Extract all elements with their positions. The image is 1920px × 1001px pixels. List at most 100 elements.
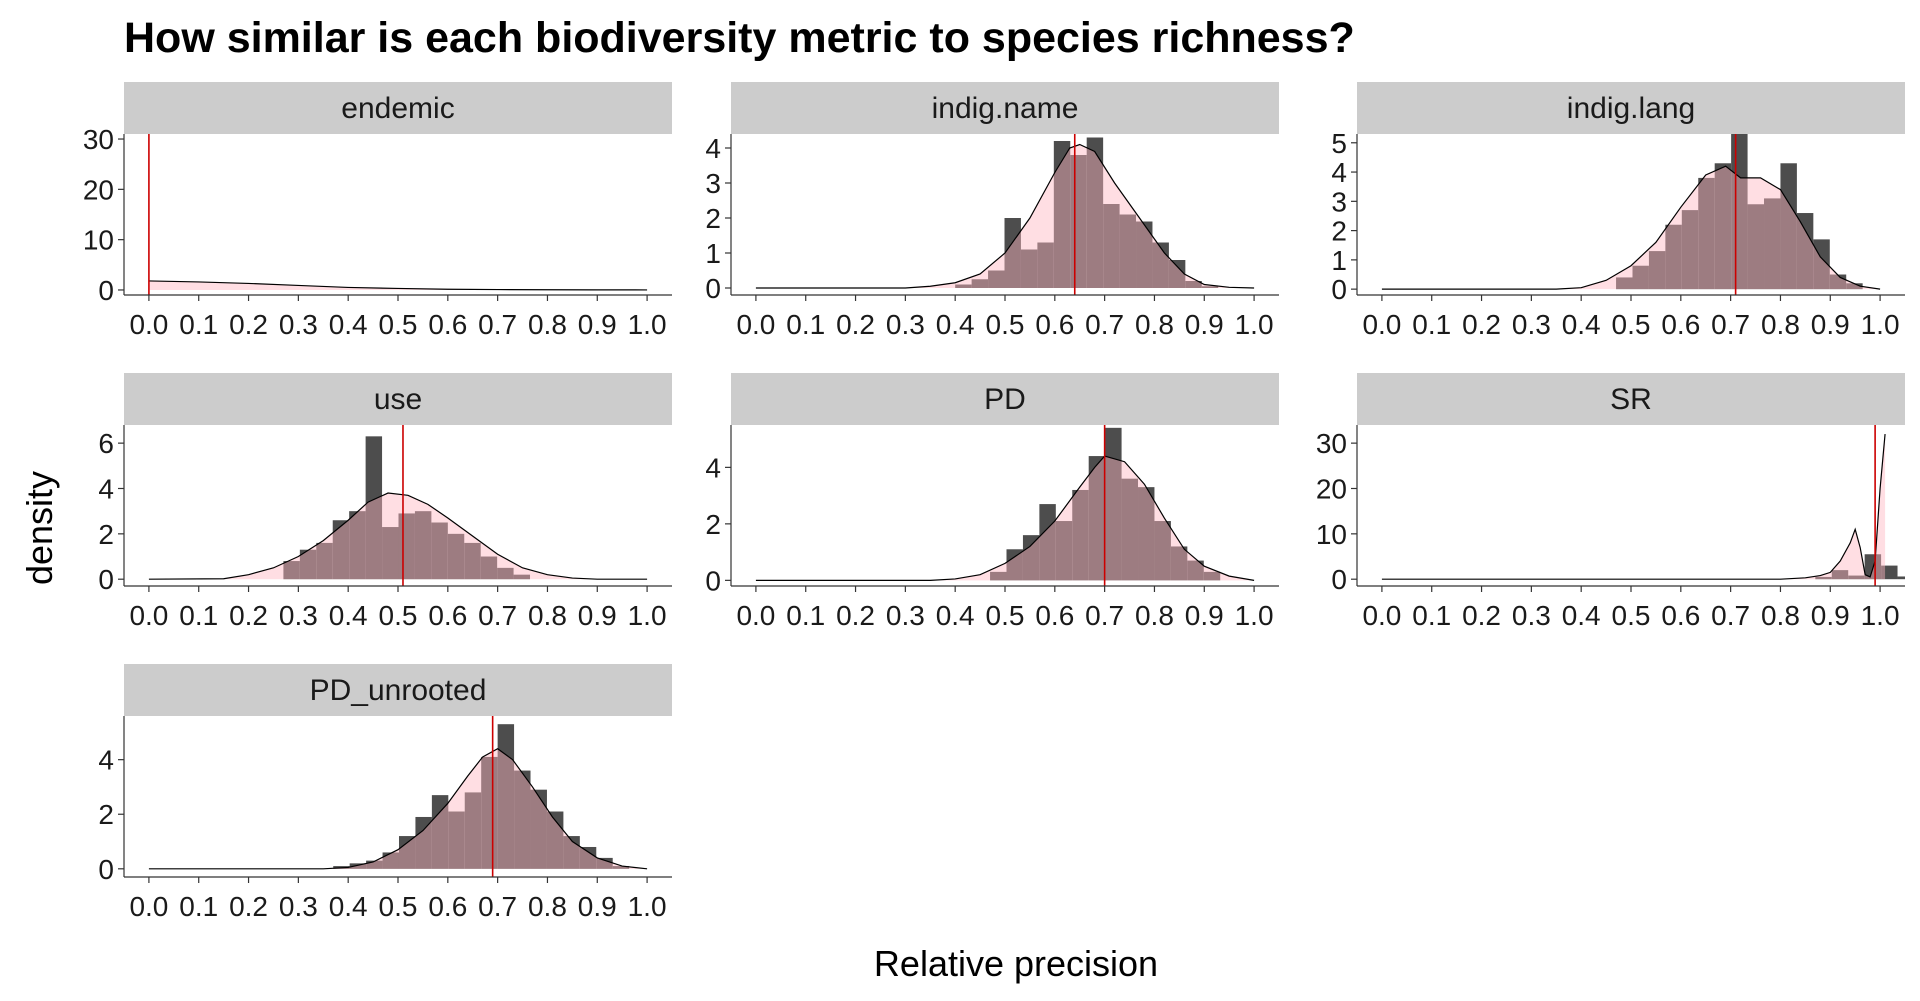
- x-tick-label: 0.4: [1562, 309, 1601, 340]
- facet-panel-PD: PD 0 2 4 0.0 0.1 0.2 0.3 0.4 0.5 0.6 0.7 0.8 0.9 1.0: [705, 373, 1279, 631]
- density-area: [148, 748, 648, 869]
- facet-label-endemic: endemic: [341, 92, 454, 125]
- histogram-bar: [514, 770, 531, 869]
- x-tick-label: 0.7: [1085, 600, 1124, 631]
- facet-panel-SR: SR 0 10 20 30 0.0 0.1 0.2 0.3 0.4 0.5 0.6 0.7 0.8 0.9 1…: [1316, 373, 1905, 631]
- histogram-bar: [530, 789, 547, 869]
- x-tick-label: 0.9: [578, 309, 617, 340]
- y-tick-label: 0: [705, 273, 721, 304]
- x-tick-label: 0.8: [1761, 600, 1800, 631]
- x-tick-label: 0.1: [1412, 309, 1451, 340]
- histogram-bar: [1796, 213, 1814, 290]
- x-tick-label: 1.0: [628, 600, 667, 631]
- x-tick-label: 1.0: [1235, 600, 1274, 631]
- x-tick-label: 0.6: [428, 309, 467, 340]
- x-tick-label: 0.8: [1135, 600, 1174, 631]
- x-tick-label: 0.5: [379, 891, 418, 922]
- y-tick-label: 0: [705, 565, 721, 596]
- y-tick-label: 3: [705, 168, 721, 199]
- x-tick-label: 0.3: [886, 309, 925, 340]
- x-tick-label: 0.8: [528, 600, 567, 631]
- histogram-bar: [1665, 224, 1682, 290]
- x-tick-label: 0.3: [279, 309, 318, 340]
- x-tick-label: 0.6: [428, 891, 467, 922]
- histogram-bar: [971, 279, 989, 288]
- density-area: [148, 493, 648, 580]
- plot-area-indig.name: [755, 134, 1255, 295]
- plot-area-use: [148, 425, 648, 586]
- x-tick-label: 0.3: [1512, 309, 1551, 340]
- histogram-bar: [382, 852, 399, 869]
- x-tick-label: 0.3: [279, 600, 318, 631]
- facet-strip-indig.lang: [1357, 82, 1905, 134]
- facet-label-PD: PD: [984, 383, 1026, 416]
- y-tick-label: 4: [98, 473, 114, 504]
- x-tick-label: 0.9: [1185, 309, 1224, 340]
- histogram-bar: [1119, 214, 1137, 288]
- x-tick-label: 0.0: [129, 309, 168, 340]
- density-line: [148, 748, 648, 870]
- histogram-bar: [431, 795, 449, 869]
- x-tick-label: 0.0: [736, 309, 775, 340]
- density-line: [148, 492, 648, 580]
- y-tick-label: 2: [98, 519, 114, 550]
- plot-area-SR: [1381, 425, 1905, 586]
- y-tick-label: 4: [705, 452, 721, 483]
- histogram-bar: [283, 561, 300, 580]
- facet-strip-PD_unrooted: [124, 664, 672, 716]
- facet-strip-PD: [731, 373, 1279, 425]
- x-tick-label: 0.7: [478, 600, 517, 631]
- histogram-bar: [366, 860, 383, 869]
- histogram-bar: [1168, 260, 1186, 288]
- x-tick-label: 1.0: [1861, 309, 1900, 340]
- x-tick-label: 0.0: [736, 600, 775, 631]
- x-tick-label: 0.6: [428, 600, 467, 631]
- facet-label-indig.name: indig.name: [932, 92, 1079, 125]
- density-line: [755, 455, 1255, 581]
- histogram-bar: [1846, 283, 1863, 290]
- histogram-bar: [1203, 571, 1221, 581]
- x-tick-label: 0.1: [786, 309, 825, 340]
- histogram-bar: [988, 270, 1005, 288]
- histogram-bar: [513, 574, 531, 580]
- histogram-bar: [464, 542, 481, 580]
- histogram-bar: [1053, 141, 1071, 288]
- facet-panel-PD_unrooted: PD_unrooted 0 2 4 0.0 0.1 0.2 0.3 0.4 0.5 0.6 0.7 0.…: [98, 664, 672, 922]
- y-tick-label: 4: [98, 745, 114, 776]
- x-tick-label: 0.2: [1462, 309, 1501, 340]
- histogram-bar: [1848, 575, 1865, 580]
- x-tick-label: 0.1: [179, 309, 218, 340]
- histogram-bar: [398, 836, 416, 869]
- y-tick-label: 30: [1316, 428, 1347, 459]
- x-tick-label: 0.7: [1711, 600, 1750, 631]
- histogram-bar: [316, 542, 333, 580]
- x-tick-label: 0.8: [528, 891, 567, 922]
- histogram-bar: [1831, 570, 1849, 580]
- histogram-bar: [447, 533, 465, 580]
- y-tick-label: 2: [705, 203, 721, 234]
- density-area: [148, 280, 648, 290]
- x-tick-label: 0.6: [1035, 600, 1074, 631]
- histogram-bar: [1121, 478, 1139, 581]
- x-tick-label: 0.1: [786, 600, 825, 631]
- plot-area-endemic: [148, 134, 648, 295]
- histogram-bar: [1780, 163, 1797, 290]
- histogram-bar: [1039, 504, 1056, 581]
- y-axis-title: density: [19, 471, 60, 585]
- x-tick-label: 0.2: [836, 600, 875, 631]
- y-tick-label: 0: [98, 275, 114, 306]
- histogram-bar: [332, 520, 350, 580]
- histogram-bar: [1187, 560, 1204, 581]
- x-tick-label: 0.0: [1362, 309, 1401, 340]
- histogram-bar: [1055, 521, 1073, 581]
- density-line: [1381, 165, 1881, 290]
- y-tick-label: 1: [1331, 245, 1347, 276]
- x-tick-label: 0.2: [229, 600, 268, 631]
- histogram-bar: [1006, 549, 1023, 581]
- plot-area-PD_unrooted: [148, 716, 648, 877]
- y-tick-label: 0: [1331, 274, 1347, 305]
- x-tick-label: 0.0: [129, 600, 168, 631]
- x-tick-label: 0.9: [1811, 600, 1850, 631]
